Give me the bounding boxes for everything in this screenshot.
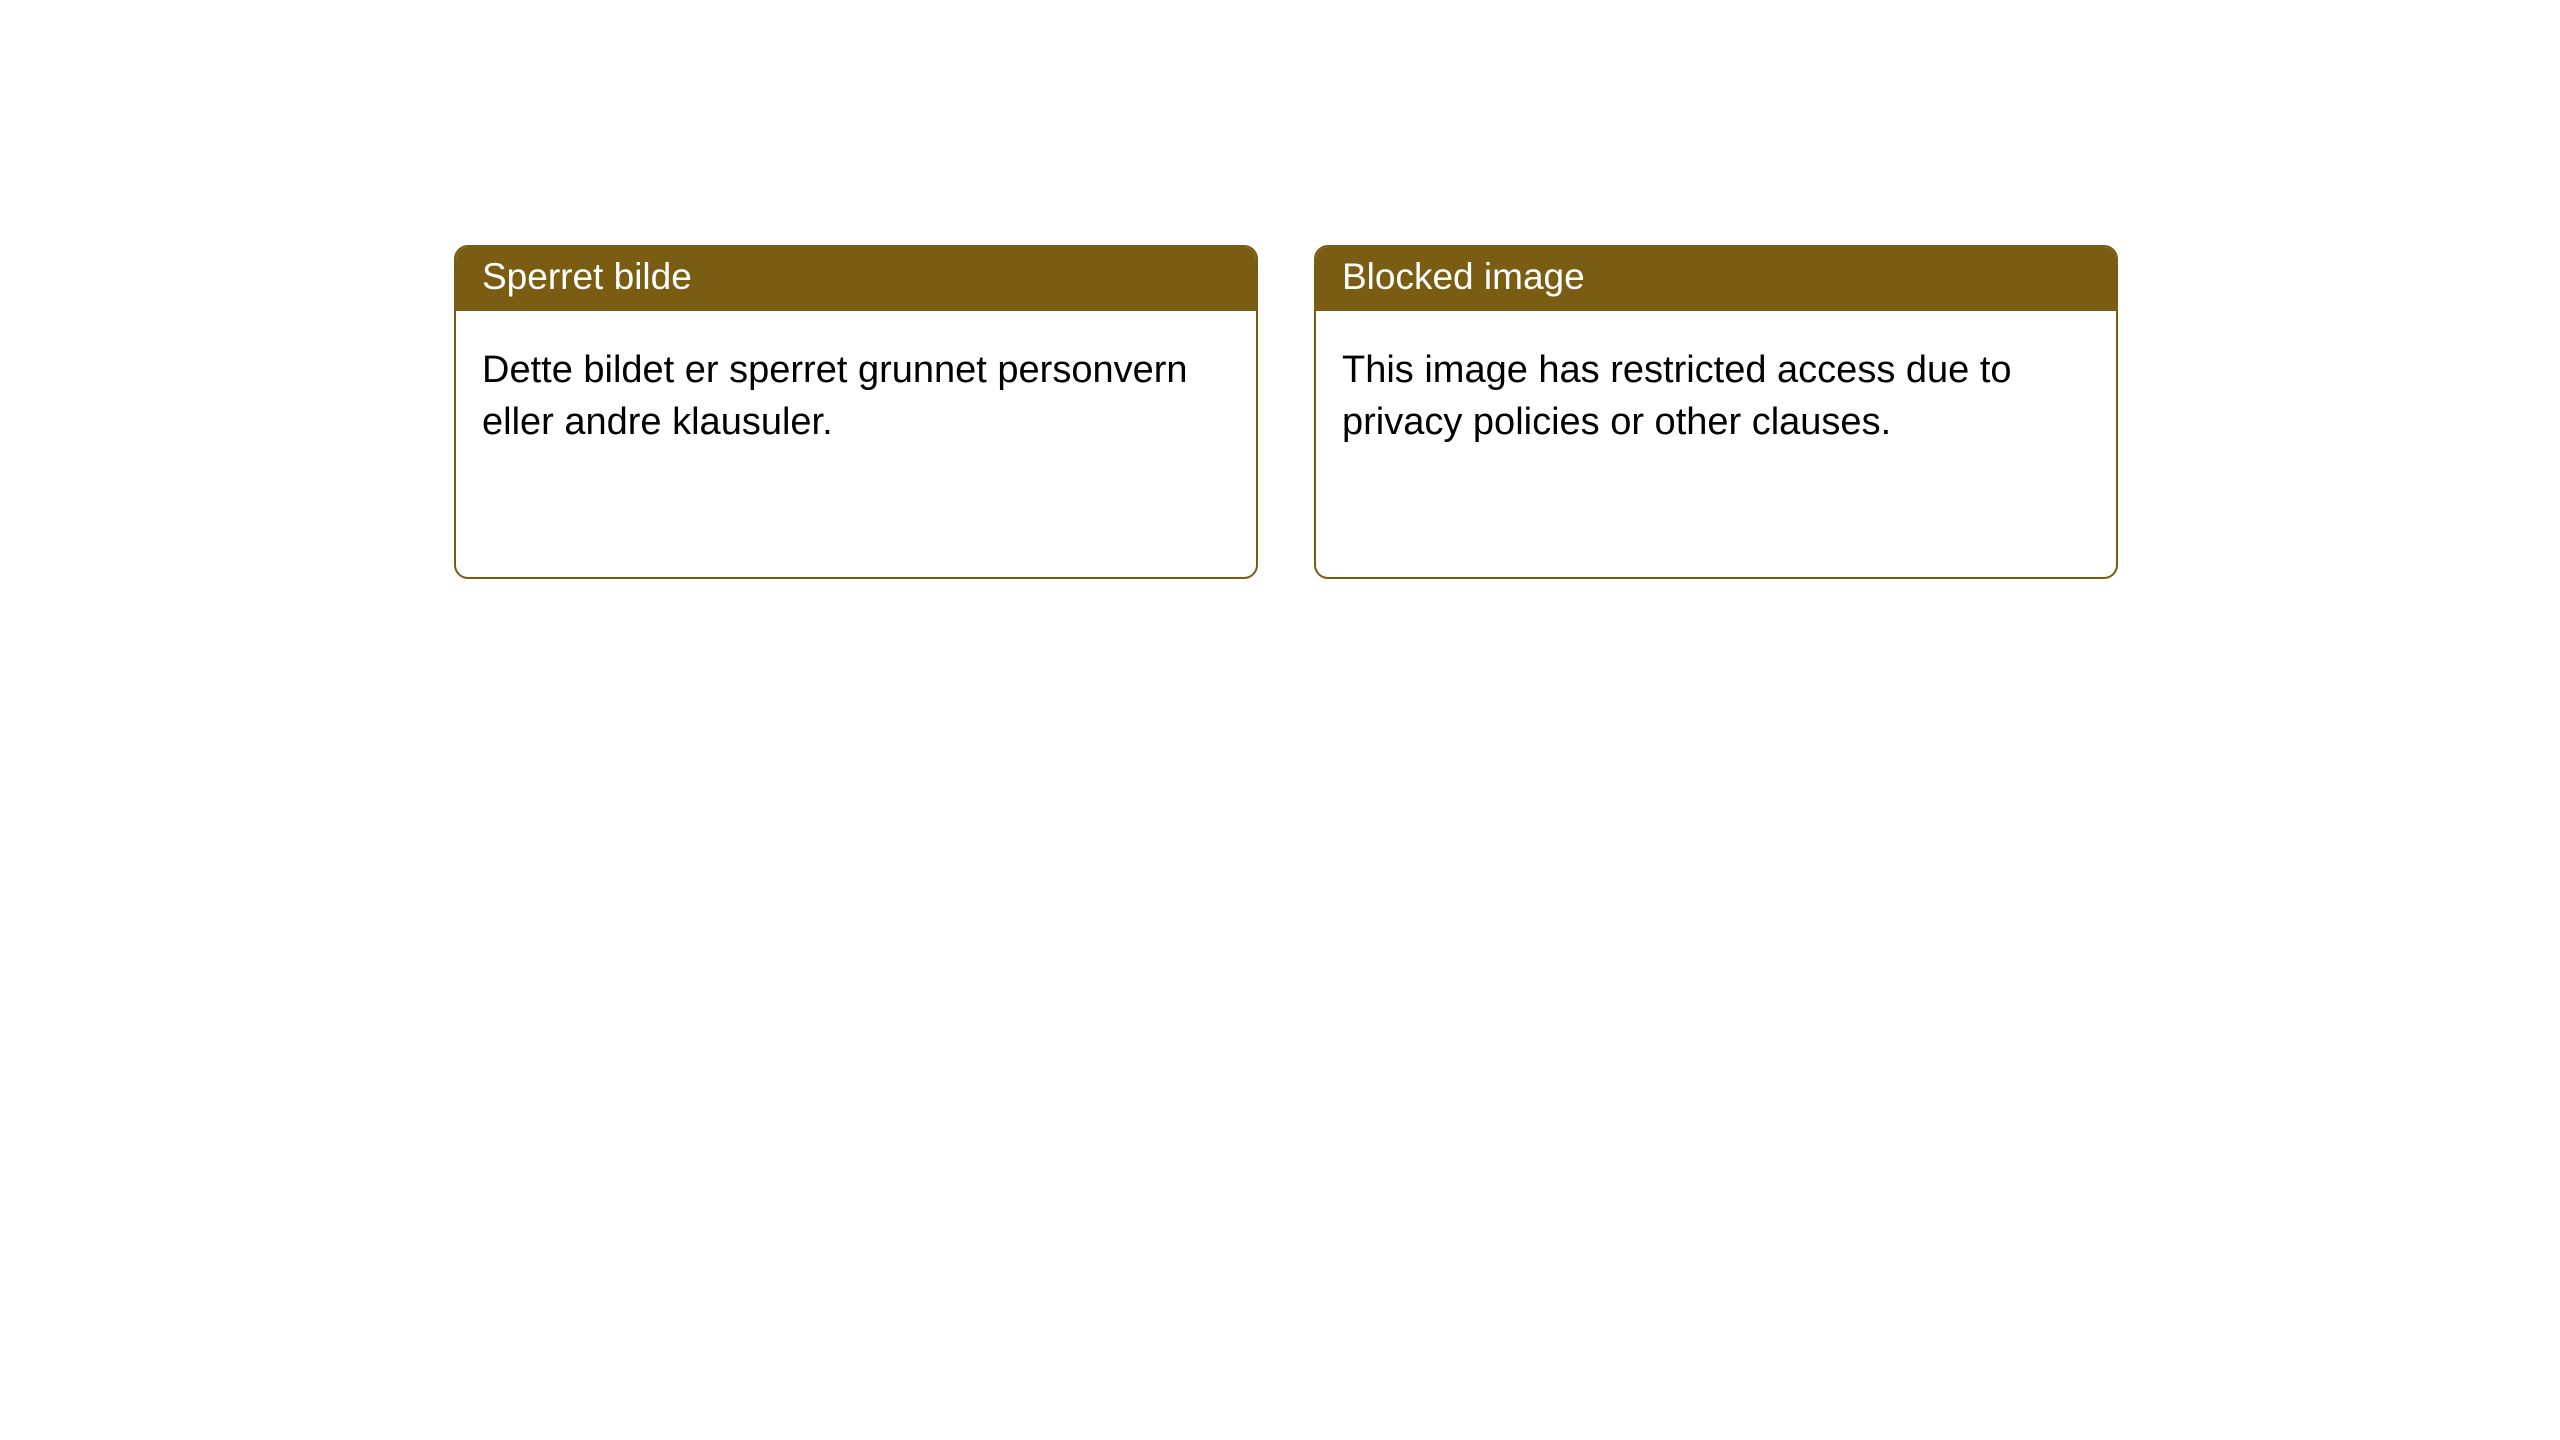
notice-container: Sperret bilde Dette bildet er sperret gr… bbox=[0, 0, 2560, 579]
notice-title-no: Sperret bilde bbox=[456, 247, 1256, 311]
notice-card-en: Blocked image This image has restricted … bbox=[1314, 245, 2118, 579]
notice-title-en: Blocked image bbox=[1316, 247, 2116, 311]
notice-body-en: This image has restricted access due to … bbox=[1316, 311, 2116, 474]
notice-body-no: Dette bildet er sperret grunnet personve… bbox=[456, 311, 1256, 474]
notice-card-no: Sperret bilde Dette bildet er sperret gr… bbox=[454, 245, 1258, 579]
